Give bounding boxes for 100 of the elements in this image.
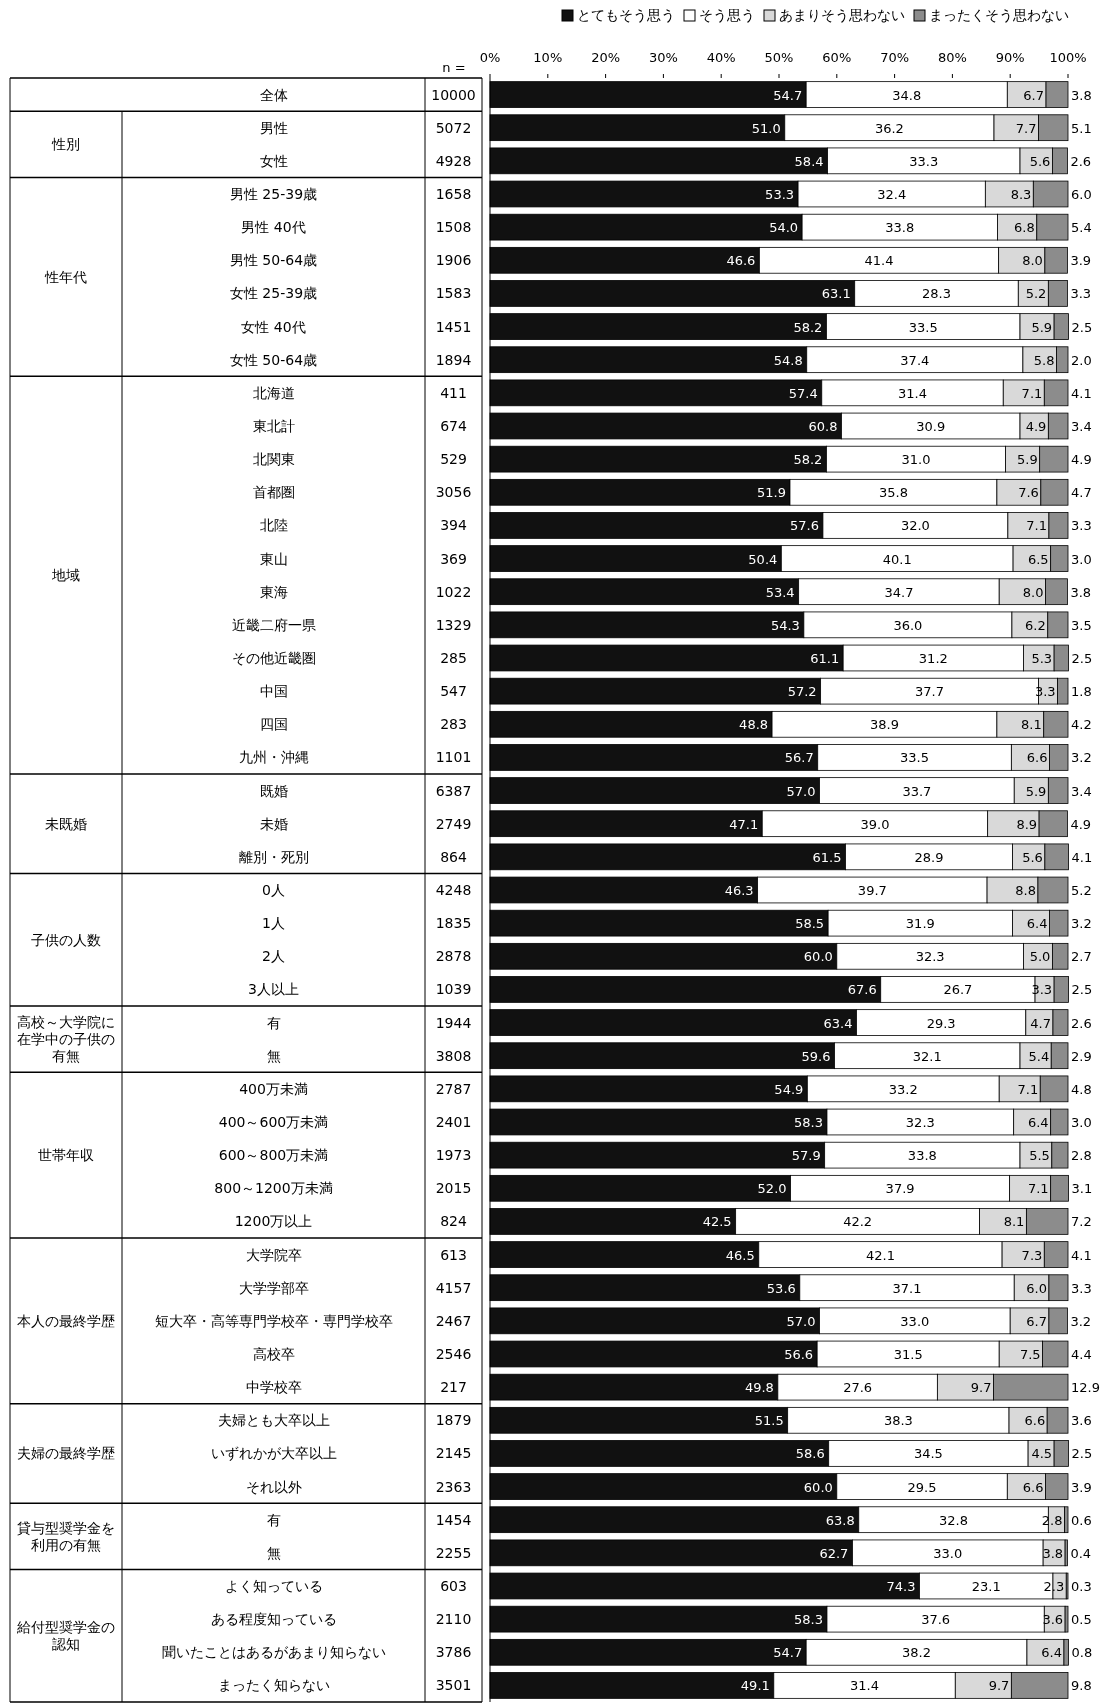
text: 高校～大学院に在学中の子供の有無 [17, 1014, 115, 1065]
text: 1101 [435, 749, 472, 766]
data-label: 6.4 [1027, 1115, 1049, 1130]
data-label: 3.6 [1071, 1413, 1092, 1429]
data-label: 4.5 [1031, 1446, 1053, 1462]
data-label: 4.4 [1071, 1347, 1092, 1362]
data-label: 3.5 [1071, 617, 1092, 633]
data-label: 54.7 [773, 1645, 803, 1661]
x-tick-label: 50% [764, 50, 794, 65]
data-label: 5.4 [1071, 220, 1092, 236]
text: 217 [440, 1379, 467, 1396]
data-label: 37.1 [892, 1280, 922, 1296]
data-label: 6.4 [1026, 916, 1048, 932]
data-label: 5.6 [1029, 153, 1051, 169]
text: 4928 [435, 152, 472, 169]
text: 1835 [435, 915, 472, 932]
data-label: 4.1 [1071, 1247, 1092, 1263]
text: 1583 [435, 285, 472, 302]
text: 1508 [435, 219, 472, 236]
data-label: 5.0 [1029, 949, 1051, 965]
data-label: 2.5 [1071, 982, 1093, 998]
y-tick-label: 女性 25-39歳 [229, 285, 318, 302]
data-label: 60.0 [803, 949, 833, 965]
text: n = [442, 60, 466, 75]
data-label: 62.7 [819, 1545, 849, 1561]
text: 394 [440, 517, 467, 534]
data-label: 6.6 [1024, 1413, 1046, 1429]
data-label: 52.0 [757, 1181, 787, 1197]
data-label: 49.8 [744, 1380, 774, 1396]
text: 2878 [435, 948, 472, 965]
data-label: 3.3 [1071, 518, 1092, 534]
data-label: 74.3 [886, 1579, 916, 1594]
data-label: 49.1 [740, 1678, 770, 1694]
data-label: 42.1 [865, 1247, 895, 1263]
text: 613 [440, 1246, 467, 1263]
text: 給付型奨学金の認知 [16, 1619, 115, 1653]
data-label: 4.1 [1071, 385, 1092, 401]
data-label: 2.5 [1071, 1446, 1093, 1462]
text: 824 [440, 1213, 467, 1230]
text: 4248 [435, 882, 472, 898]
data-label: 28.3 [922, 286, 951, 302]
text: 1879 [435, 1412, 472, 1429]
data-label: 34.8 [892, 87, 922, 103]
y-tick-label: 女性 50-64歳 [229, 351, 318, 368]
data-label: 54.8 [773, 352, 803, 368]
data-label: 46.3 [724, 883, 754, 898]
data-label: 27.6 [843, 1380, 873, 1396]
y-tick-label: 無 [266, 1047, 281, 1064]
data-label: 57.4 [788, 385, 818, 401]
data-label: 32.3 [915, 949, 945, 965]
text: 5072 [435, 119, 472, 136]
y-tick-label: いずれかが大卒以上 [210, 1445, 337, 1462]
data-label: 3.2 [1071, 916, 1092, 932]
text: 1451 [435, 318, 472, 335]
data-label: 3.1 [1071, 1181, 1093, 1197]
text: 3501 [435, 1677, 472, 1694]
y-tick-label: 800～1200万未満 [214, 1180, 333, 1197]
y-tick-label: 高校卒 [252, 1346, 295, 1362]
data-label: 56.7 [784, 750, 814, 766]
data-label: 3.8 [1071, 87, 1092, 103]
text: 2401 [435, 1114, 472, 1130]
y-tick-label: 600～800万未満 [218, 1147, 329, 1164]
y-tick-label: 北関東 [252, 451, 295, 468]
data-label: 51.5 [754, 1413, 784, 1429]
y-tick-label: 未婚 [259, 815, 288, 832]
x-tick-label: 90% [995, 50, 1025, 65]
data-label: 5.9 [1016, 452, 1038, 468]
data-label: 32.8 [939, 1512, 969, 1528]
data-label: 5.3 [1031, 651, 1053, 666]
data-label: 63.4 [823, 1015, 853, 1031]
data-label: 42.2 [843, 1214, 873, 1230]
data-label: 36.0 [893, 617, 923, 633]
data-label: 48.8 [739, 717, 769, 733]
data-label: 31.2 [918, 651, 948, 666]
text: 1906 [435, 252, 472, 269]
data-label: 2.6 [1070, 153, 1092, 169]
y-tick-label: 女性 [259, 152, 288, 169]
data-label: 63.1 [821, 286, 851, 302]
text: 2145 [435, 1445, 472, 1462]
data-label: 51.0 [751, 120, 781, 136]
x-tick-label: 20% [591, 50, 621, 65]
data-label: 2.7 [1071, 949, 1092, 965]
data-label: 32.1 [912, 1048, 942, 1064]
data-label: 63.8 [825, 1512, 855, 1528]
data-label: 1.8 [1071, 684, 1092, 700]
data-label: 54.9 [774, 1081, 804, 1097]
data-label: 58.2 [793, 452, 823, 468]
y-tick-label: よく知っている [224, 1578, 323, 1594]
text: 3786 [435, 1644, 472, 1661]
data-label: 3.3 [1071, 1280, 1092, 1296]
text: 2749 [435, 815, 472, 832]
data-label: 67.6 [847, 982, 877, 998]
data-label: 0.6 [1071, 1512, 1092, 1528]
y-tick-label: 北海道 [252, 384, 295, 401]
data-label: 4.2 [1071, 717, 1092, 733]
legend-label: まったくそう思わない [929, 7, 1069, 23]
x-tick-label: 40% [706, 50, 736, 65]
x-tick-label: 80% [937, 50, 967, 65]
data-label: 29.3 [926, 1015, 956, 1031]
data-label: 33.5 [900, 750, 930, 766]
